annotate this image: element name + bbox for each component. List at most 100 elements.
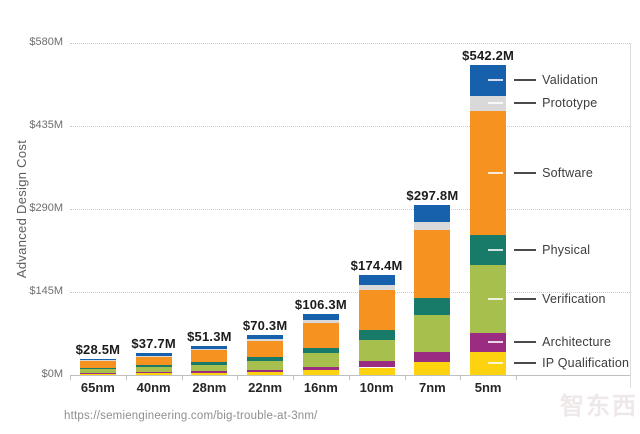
bar-28nm-segment-ip-qualification [191, 372, 228, 375]
bar-10nm-segment-prototype [358, 285, 395, 290]
bar-16nm-segment-prototype [302, 320, 339, 324]
x-axis-tick [125, 375, 127, 380]
bar-10nm-segment-ip-qualification [358, 367, 395, 375]
plot-right-border [630, 43, 631, 388]
bar-65nm-segment-ip-qualification [79, 373, 116, 375]
legend-label-prototype: Prototype [542, 96, 598, 111]
x-axis-tick [404, 375, 406, 380]
y-tick-label-580: $580M [29, 36, 63, 48]
x-axis-tick [293, 375, 294, 380]
legend-leader-software [514, 171, 537, 174]
bar-40nm-segment-verification [135, 367, 172, 373]
bar-65nm-segment-architecture [79, 372, 116, 374]
bar-7nm-segment-validation [414, 204, 451, 222]
legend-tick-verification [488, 298, 504, 300]
value-label-5nm: $542.2M [462, 47, 515, 63]
bar-10nm-segment-architecture [358, 361, 395, 368]
gridline-580 [70, 43, 630, 44]
bar-40nm-segment-software [135, 356, 172, 366]
watermark-subtext: · · · · · · [565, 422, 633, 429]
bar-16nm-segment-physical [302, 347, 339, 354]
gridline-290 [70, 209, 630, 210]
legend-leader-prototype [514, 102, 537, 105]
bar-22nm-segment-ip-qualification [247, 371, 284, 375]
bar-16nm-segment-validation [302, 314, 339, 321]
legend-leader-validation [514, 79, 537, 82]
bar-40nm-segment-validation [135, 353, 172, 356]
legend-tick-physical [488, 249, 504, 251]
legend-label-validation: Validation [542, 73, 599, 88]
x-label-16nm: 16nm [303, 380, 338, 395]
legend-label-architecture: Architecture [542, 335, 612, 350]
legend-leader-ip-qualification [514, 362, 537, 365]
bar-65nm-segment-physical [79, 367, 116, 370]
bar-65nm-segment-prototype [79, 360, 116, 362]
legend-leader-verification [514, 298, 537, 300]
bar-22nm-segment-validation [247, 334, 284, 339]
bar-7nm-segment-verification [414, 314, 451, 352]
bar-28nm-segment-physical [191, 361, 228, 365]
legend-tick-prototype [488, 102, 504, 105]
value-label-7nm: $297.8M [406, 187, 459, 203]
gridline-435 [70, 126, 630, 127]
x-label-28nm: 28nm [192, 380, 227, 395]
bar-22nm-segment-prototype [247, 338, 284, 341]
bar-40nm-segment-prototype [135, 355, 172, 357]
y-tick-label-145: $145M [29, 285, 63, 297]
bar-65nm-segment-verification [79, 369, 116, 373]
x-axis-tick [70, 375, 71, 380]
x-label-40nm: 40nm [136, 380, 171, 395]
bar-40nm-segment-ip-qualification [135, 373, 172, 375]
value-label-28nm: $51.3M [187, 328, 232, 344]
bar-16nm-segment-ip-qualification [302, 370, 339, 375]
bar-40nm-segment-architecture [135, 372, 172, 374]
bar-28nm-segment-verification [191, 364, 228, 372]
bar-7nm-segment-prototype [414, 221, 451, 230]
x-axis-baseline [70, 375, 630, 376]
x-axis-tick [181, 375, 183, 380]
x-axis-tick [348, 375, 350, 380]
bar-65nm-segment-validation [79, 358, 116, 361]
bar-7nm-segment-physical [414, 298, 451, 315]
bar-7nm-segment-software [414, 229, 451, 299]
legend-tick-ip-qualification [488, 362, 504, 365]
watermark-text: 智东西 [560, 393, 638, 420]
bar-10nm-segment-physical [358, 329, 395, 340]
x-label-10nm: 10nm [359, 380, 394, 395]
y-tick-label-290: $290M [29, 202, 63, 214]
legend-leader-physical [514, 249, 537, 251]
value-label-22nm: $70.3M [242, 317, 288, 333]
x-axis-tick [237, 375, 239, 380]
legend-label-physical: Physical [542, 243, 591, 257]
legend-label-verification: Verification [542, 292, 606, 306]
legend-tick-architecture [488, 341, 504, 344]
bar-28nm-segment-prototype [191, 348, 228, 351]
value-label-40nm: $37.7M [131, 336, 176, 352]
bar-10nm-segment-validation [358, 275, 395, 286]
y-tick-label-0: $0M [41, 368, 63, 380]
watermark: 智东西 · · · · · · [560, 386, 638, 429]
bar-28nm-segment-software [191, 350, 228, 362]
bar-22nm-segment-verification [247, 360, 284, 370]
bar-10nm-segment-verification [358, 339, 395, 362]
bar-28nm-segment-validation [191, 345, 228, 349]
gridline-145 [70, 292, 630, 293]
bar-22nm-segment-physical [247, 356, 284, 361]
x-label-65nm: 65nm [80, 380, 115, 395]
x-label-7nm: 7nm [419, 380, 446, 395]
bar-16nm-segment-architecture [302, 366, 339, 371]
bar-16nm-segment-software [302, 323, 339, 348]
bar-28nm-segment-architecture [191, 371, 228, 373]
bar-7nm-segment-ip-qualification [414, 362, 451, 375]
bar-22nm-segment-software [247, 340, 284, 357]
bar-40nm-segment-physical [135, 365, 172, 368]
legend-label-software: Software [542, 165, 594, 180]
x-axis-tick [516, 375, 517, 380]
y-tick-label-435: $435M [29, 119, 63, 131]
value-label-65nm: $28.5M [75, 341, 121, 357]
bar-16nm-segment-verification [302, 353, 339, 367]
value-label-10nm: $174.4M [350, 258, 403, 274]
x-label-22nm: 22nm [248, 380, 283, 395]
